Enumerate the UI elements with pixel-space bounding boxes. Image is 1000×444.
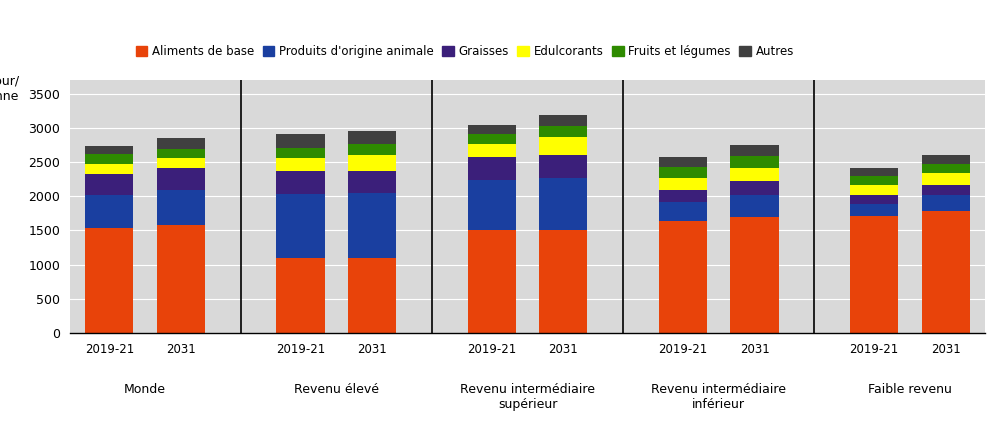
Bar [157, 190, 205, 225]
Bar [276, 158, 325, 171]
Bar [276, 171, 325, 194]
Bar [348, 155, 396, 170]
Bar [730, 156, 779, 168]
Bar [922, 155, 970, 164]
Bar [157, 168, 205, 190]
Bar [659, 178, 707, 190]
Bar [922, 210, 970, 333]
Bar [539, 137, 587, 155]
Bar [157, 225, 205, 333]
Bar [276, 135, 325, 148]
Bar [85, 228, 133, 333]
Bar [850, 176, 898, 185]
Bar [730, 182, 779, 195]
Bar [157, 149, 205, 158]
Bar [850, 185, 898, 195]
Bar [659, 190, 707, 202]
Bar [468, 180, 516, 230]
Bar [348, 170, 396, 194]
Bar [922, 185, 970, 195]
Bar [850, 216, 898, 333]
Bar [850, 195, 898, 204]
Text: Revenu intermédiaire
inférieur: Revenu intermédiaire inférieur [651, 383, 786, 411]
Bar [922, 174, 970, 185]
Legend: Aliments de base, Produits d'origine animale, Graisses, Edulcorants, Fruits et l: Aliments de base, Produits d'origine ani… [131, 40, 799, 63]
Bar [468, 144, 516, 157]
Bar [659, 202, 707, 221]
Bar [85, 164, 133, 174]
Bar [276, 148, 325, 158]
Text: Revenu intermédiaire
supérieur: Revenu intermédiaire supérieur [460, 383, 595, 411]
Bar [276, 258, 325, 333]
Bar [730, 217, 779, 333]
Text: Monde: Monde [124, 383, 166, 396]
Bar [157, 138, 205, 149]
Bar [468, 125, 516, 134]
Bar [468, 157, 516, 180]
Bar [659, 157, 707, 167]
Bar [850, 168, 898, 176]
Y-axis label: kcal/jour/
personne: kcal/jour/ personne [0, 75, 20, 103]
Bar [539, 126, 587, 137]
Bar [348, 258, 396, 333]
Bar [659, 221, 707, 333]
Bar [922, 195, 970, 210]
Bar [468, 134, 516, 144]
Bar [922, 164, 970, 174]
Text: Faible revenu: Faible revenu [868, 383, 952, 396]
Bar [348, 144, 396, 155]
Bar [730, 145, 779, 156]
Bar [85, 155, 133, 164]
Bar [539, 155, 587, 178]
Bar [539, 230, 587, 333]
Bar [85, 195, 133, 228]
Bar [85, 146, 133, 155]
Bar [276, 194, 325, 258]
Bar [850, 204, 898, 216]
Bar [539, 115, 587, 126]
Bar [468, 230, 516, 333]
Bar [659, 167, 707, 178]
Bar [730, 168, 779, 182]
Bar [157, 158, 205, 168]
Bar [730, 195, 779, 217]
Bar [348, 131, 396, 144]
Bar [539, 178, 587, 230]
Bar [348, 194, 396, 258]
Text: Revenu élevé: Revenu élevé [294, 383, 379, 396]
Bar [85, 174, 133, 195]
